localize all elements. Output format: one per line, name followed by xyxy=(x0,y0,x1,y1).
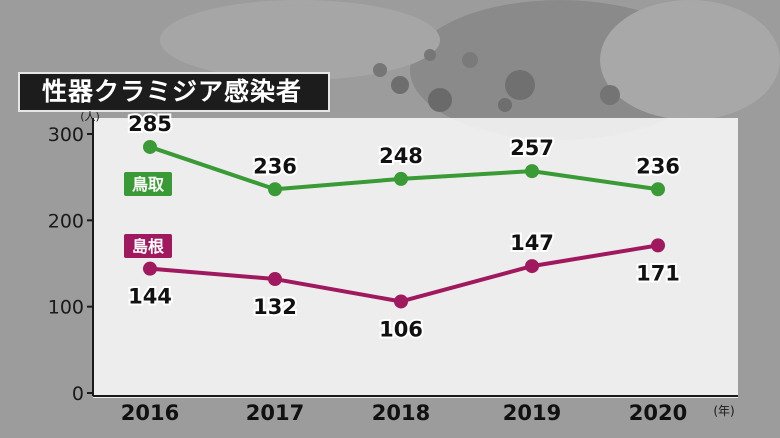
y-tick-label: 300 xyxy=(48,124,84,146)
y-tick-label: 0 xyxy=(72,383,84,405)
series-badge xyxy=(124,172,172,196)
data-label: 171 xyxy=(636,261,680,285)
y-tick-label: 200 xyxy=(48,210,84,232)
data-point xyxy=(651,238,665,253)
x-tick-label: 2018 xyxy=(372,401,430,425)
data-point xyxy=(651,182,665,197)
data-point xyxy=(143,139,157,154)
data-point xyxy=(394,294,408,309)
data-point xyxy=(525,164,539,179)
data-point xyxy=(394,171,408,186)
data-label: 144 xyxy=(128,285,172,309)
y-tick-label: 100 xyxy=(48,297,84,319)
data-label: 248 xyxy=(379,144,423,168)
series-badge xyxy=(124,234,172,258)
x-tick-label: 2017 xyxy=(246,401,304,425)
x-tick-label: 2016 xyxy=(121,401,179,425)
data-point xyxy=(268,272,282,287)
data-label: 132 xyxy=(253,295,297,319)
chart-title: 性器クラミジア感染者 xyxy=(18,72,330,112)
x-unit-label: (年) xyxy=(713,404,734,418)
data-label: 236 xyxy=(253,154,297,178)
data-label: 236 xyxy=(636,154,680,178)
data-label: 257 xyxy=(510,136,554,160)
data-label: 147 xyxy=(510,231,554,255)
series-name-label: 島根 xyxy=(132,237,164,256)
data-point xyxy=(525,259,539,274)
x-tick-label: 2019 xyxy=(503,401,561,425)
y-unit-label: (人) xyxy=(80,110,100,123)
data-point xyxy=(268,182,282,197)
series-name-label: 鳥取 xyxy=(132,175,164,194)
x-tick-label: 2020 xyxy=(629,401,687,425)
data-label: 285 xyxy=(128,112,172,136)
data-label: 106 xyxy=(379,317,423,341)
data-point xyxy=(143,261,157,276)
